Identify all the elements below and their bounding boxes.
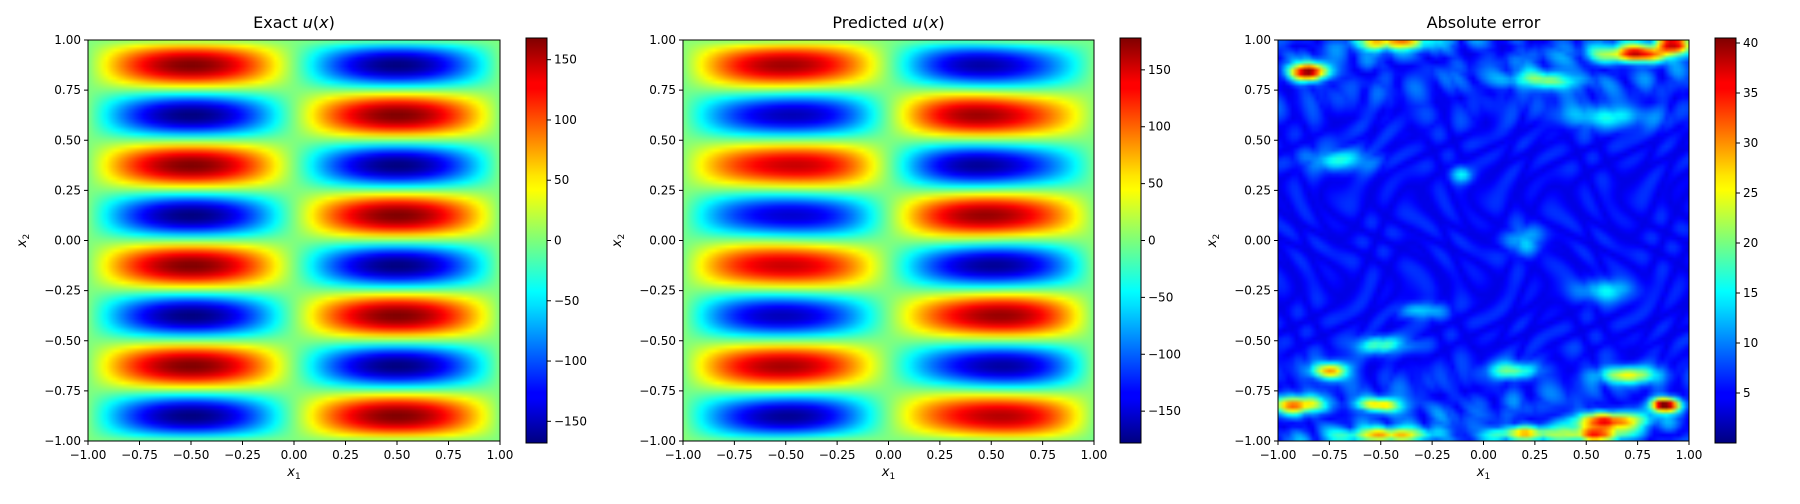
- heatmap-image: [1278, 40, 1689, 441]
- x-tick-label: 0.00: [281, 448, 308, 462]
- colorbar-tick-label: −50: [554, 294, 579, 308]
- y-tick-label: −0.50: [44, 334, 81, 348]
- panel-1: Exact u(x) −1.00 −0.75 −0.50 −0.25 0.00 0.25 0.…: [15, 13, 587, 482]
- x-tick-label: 0.25: [332, 448, 359, 462]
- y-tick-label: 0.50: [54, 133, 81, 147]
- colorbar-tick-label: 35: [1743, 86, 1758, 100]
- x-tick-label: −0.50: [173, 448, 210, 462]
- x-tick-label: −0.75: [716, 448, 753, 462]
- y-axis-label: x2: [610, 234, 627, 248]
- y-axis-label: x2: [15, 234, 32, 248]
- y-axis-label: x2: [1205, 234, 1222, 248]
- x-tick-label: −1.00: [1260, 448, 1297, 462]
- y-tick-label: −0.50: [1234, 334, 1271, 348]
- x-tick-label: 0.75: [1029, 448, 1056, 462]
- y-tick-label: −0.75: [639, 384, 676, 398]
- y-tick-label: −1.00: [639, 434, 676, 448]
- heatmap-image: [88, 40, 500, 441]
- colorbar-tick-label: 15: [1743, 286, 1758, 300]
- x-tick-label: −1.00: [70, 448, 107, 462]
- x-tick-label: 0.00: [1470, 448, 1497, 462]
- x-tick-label: 0.25: [1522, 448, 1549, 462]
- colorbar-tick-label: −100: [1148, 347, 1181, 361]
- colorbar-tick-label: 5: [1743, 386, 1751, 400]
- y-tick-label: 0.50: [1244, 133, 1271, 147]
- y-tick-label: −0.25: [44, 284, 81, 298]
- x-tick-label: 1.00: [1081, 448, 1108, 462]
- heatmap-image: [683, 40, 1094, 441]
- y-tick-label: 0.25: [1244, 183, 1271, 197]
- x-tick-label: 0.50: [1573, 448, 1600, 462]
- chart-title: Predicted u(x): [832, 13, 944, 32]
- y-tick-label: −0.75: [44, 384, 81, 398]
- colorbar: [1119, 37, 1142, 444]
- y-tick-label: 0.75: [649, 83, 676, 97]
- x-axis-label: x1: [881, 465, 895, 482]
- colorbar-tick-label: 100: [1148, 120, 1171, 134]
- colorbar-tick-label: −100: [554, 354, 587, 368]
- colorbar-tick-label: 50: [1148, 177, 1163, 191]
- x-tick-label: −0.25: [224, 448, 261, 462]
- colorbar-tick-label: 50: [554, 173, 569, 187]
- colorbar-tick-label: 20: [1743, 236, 1758, 250]
- chart-title: Absolute error: [1427, 13, 1541, 32]
- y-tick-label: −1.00: [1234, 434, 1271, 448]
- y-tick-label: −0.25: [639, 284, 676, 298]
- panel-2: Predicted u(x) −1.00 −0.75 −0.50 −0.25 0.00 0.…: [610, 13, 1181, 482]
- y-tick-label: −0.25: [1234, 284, 1271, 298]
- x-tick-label: 0.75: [1624, 448, 1651, 462]
- y-tick-label: 0.75: [1244, 83, 1271, 97]
- colorbar-tick-label: 100: [554, 113, 577, 127]
- colorbar-tick-label: 30: [1743, 136, 1758, 150]
- x-tick-label: −0.75: [121, 448, 158, 462]
- x-tick-label: −0.50: [767, 448, 804, 462]
- y-tick-label: −0.50: [639, 334, 676, 348]
- y-tick-label: −1.00: [44, 434, 81, 448]
- chart-title: Exact u(x): [253, 13, 335, 32]
- colorbar-tick-label: 0: [554, 234, 562, 248]
- colorbar: [525, 37, 548, 444]
- y-tick-label: 0.00: [1244, 234, 1271, 248]
- x-tick-label: 0.25: [927, 448, 954, 462]
- y-tick-label: 0.00: [54, 234, 81, 248]
- x-tick-label: −0.75: [1311, 448, 1348, 462]
- y-tick-label: 1.00: [649, 33, 676, 47]
- x-axis-label: x1: [286, 465, 300, 482]
- x-tick-label: 0.00: [875, 448, 902, 462]
- colorbar: [1714, 37, 1737, 444]
- colorbar-tick-label: −150: [554, 414, 587, 428]
- x-axis-label: x1: [1476, 465, 1490, 482]
- x-tick-label: −0.25: [1414, 448, 1451, 462]
- y-tick-label: 0.50: [649, 133, 676, 147]
- colorbar-tick-label: 40: [1743, 36, 1758, 50]
- x-tick-label: 0.50: [978, 448, 1005, 462]
- y-tick-label: 0.75: [54, 83, 81, 97]
- y-tick-label: 0.25: [54, 183, 81, 197]
- colorbar-tick-label: 150: [554, 53, 577, 67]
- y-tick-label: −0.75: [1234, 384, 1271, 398]
- x-tick-label: −1.00: [665, 448, 702, 462]
- x-tick-label: 1.00: [1676, 448, 1703, 462]
- colorbar-tick-label: 150: [1148, 63, 1171, 77]
- y-tick-label: 0.00: [649, 234, 676, 248]
- x-tick-label: 0.75: [435, 448, 462, 462]
- x-tick-label: −0.50: [1362, 448, 1399, 462]
- x-tick-label: 0.50: [384, 448, 411, 462]
- x-tick-label: 1.00: [487, 448, 514, 462]
- y-tick-label: 1.00: [54, 33, 81, 47]
- colorbar-tick-label: 0: [1148, 234, 1156, 248]
- colorbar-tick-label: 25: [1743, 186, 1758, 200]
- colorbar-tick-label: −50: [1148, 290, 1173, 304]
- colorbar-tick-label: 10: [1743, 336, 1758, 350]
- x-tick-label: −0.25: [819, 448, 856, 462]
- y-tick-label: 1.00: [1244, 33, 1271, 47]
- y-tick-label: 0.25: [649, 183, 676, 197]
- panel-3: Absolute error −1.00 −0.75 −0.50 −0.25 0.00 0.…: [1205, 13, 1758, 482]
- colorbar-tick-label: −150: [1148, 404, 1181, 418]
